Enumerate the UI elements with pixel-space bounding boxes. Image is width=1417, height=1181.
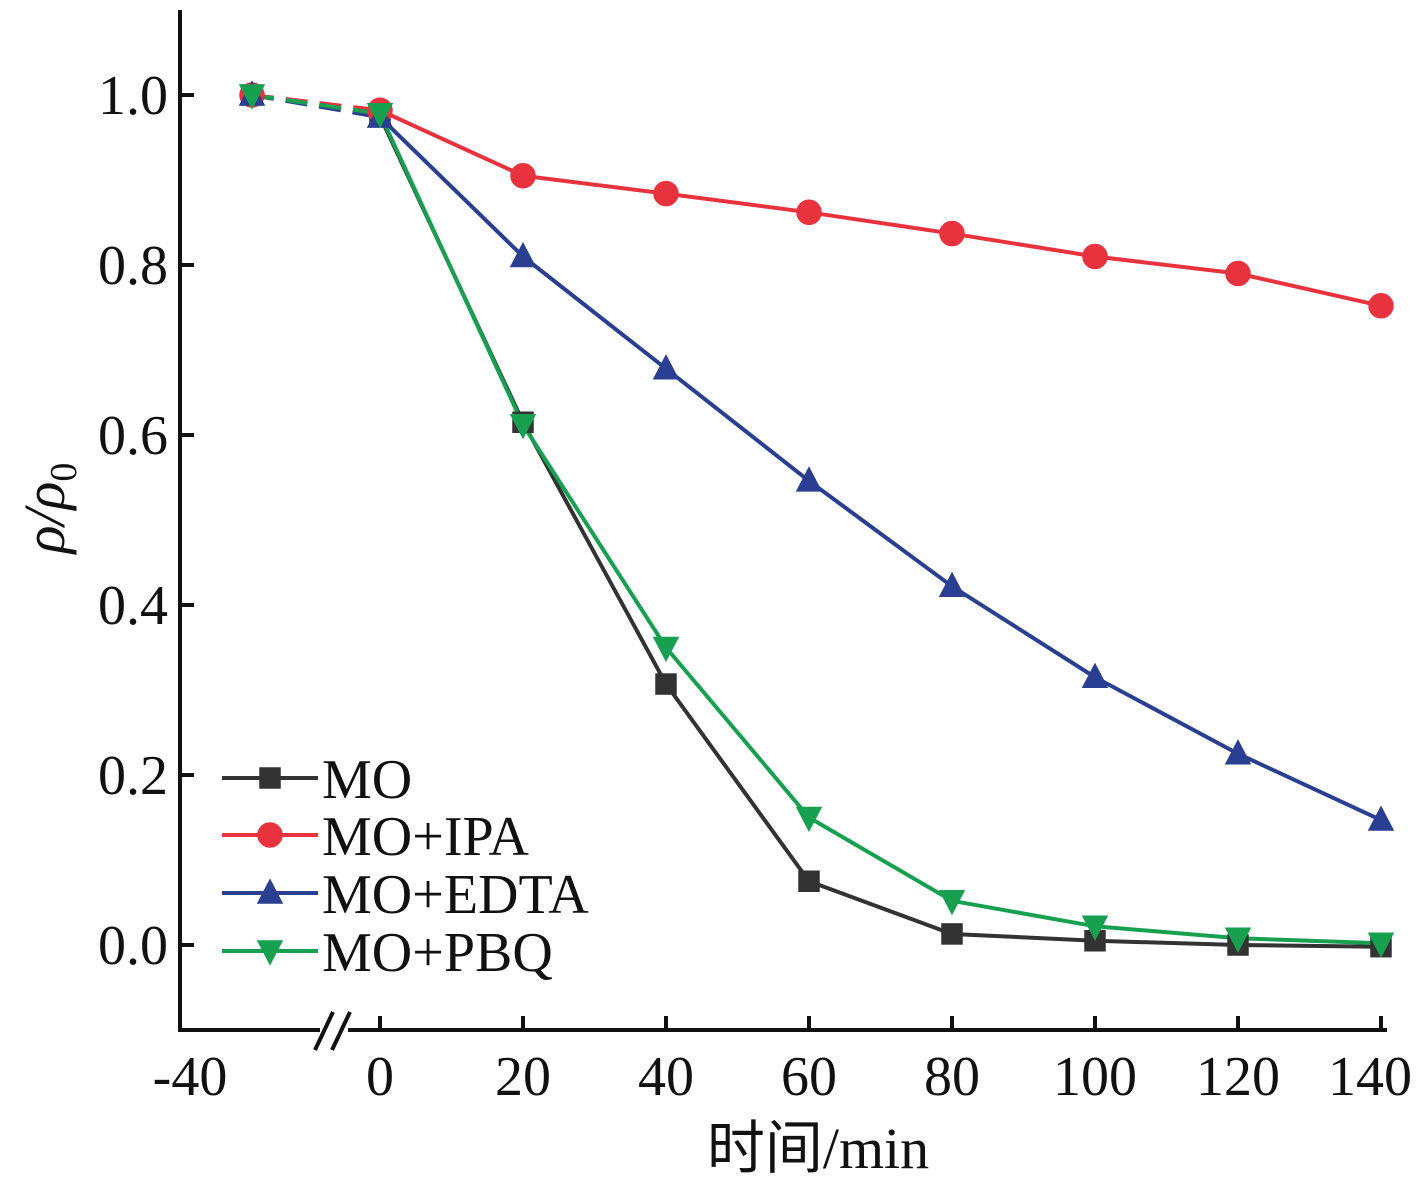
legend-label: MO+PBQ: [322, 922, 553, 984]
data-point-mo-edta: [938, 571, 966, 598]
data-point-mo-pbq: [1367, 932, 1395, 958]
y-tick-label: 0.2: [98, 745, 168, 807]
series-lines: [251, 93, 1382, 949]
data-point-mo-ipa: [1225, 260, 1251, 287]
x-tick-label: 0: [366, 1046, 394, 1108]
legend-marker: [257, 822, 283, 848]
data-point-mo-ipa: [796, 199, 822, 226]
x-tick-label: 40: [638, 1046, 694, 1108]
series-markers: [238, 80, 1395, 958]
x-tick-label: 140: [1328, 1046, 1412, 1108]
data-point-mo-edta: [795, 466, 823, 492]
y-ticks: 1.0 0.8 0.6 0.4 0.2 0.0: [98, 65, 194, 977]
x-ticks: -40 0 20 40 60 80 100 120 140: [153, 1016, 1412, 1108]
y-tick-label: 0.8: [98, 235, 168, 297]
x-tick-label: 80: [924, 1046, 980, 1108]
legend-marker: [259, 767, 281, 789]
y-axis-title: ρ/ρ0: [12, 463, 85, 556]
y-tick-label: 1.0: [98, 65, 168, 127]
legend-item-mo-pbq: MO+PBQ: [222, 922, 553, 984]
y-axis-title-main: ρ/ρ: [12, 482, 77, 556]
series-line-dashed-mo-pbq: [251, 93, 381, 116]
data-point-mo-edta: [652, 354, 680, 380]
data-point-mo: [941, 923, 963, 945]
data-point-mo-ipa: [510, 163, 536, 189]
legend-marker: [256, 940, 284, 966]
x-tick-label: 120: [1196, 1046, 1280, 1108]
data-point-mo-ipa: [1368, 293, 1394, 319]
legend-item-mo: MO: [222, 749, 412, 811]
legend-label: MO: [322, 749, 412, 811]
data-point-mo-pbq: [795, 806, 823, 833]
data-point-mo-pbq: [509, 414, 537, 440]
data-point-mo-edta: [1224, 739, 1252, 765]
y-axis-title-subscript: 0: [43, 463, 85, 482]
data-point-mo-pbq: [1081, 915, 1109, 941]
axis-break-mark: [313, 1011, 352, 1051]
y-tick-label: 0.6: [98, 405, 168, 467]
series-line-mo: [378, 115, 1382, 949]
data-point-mo-ipa: [939, 220, 965, 247]
legend-item-mo-edta: MO+EDTA: [222, 864, 589, 926]
x-tick-label: 60: [781, 1046, 837, 1108]
data-point-mo-edta: [1367, 805, 1395, 831]
series-line-mo-pbq: [378, 112, 1382, 946]
data-point-mo-ipa: [653, 180, 679, 207]
x-tick-label: 100: [1053, 1046, 1137, 1108]
y-tick-label: 0.4: [98, 575, 168, 637]
data-point-mo-ipa: [1082, 243, 1108, 270]
legend-label: MO+IPA: [322, 806, 529, 868]
legend-item-mo-ipa: MO+IPA: [222, 806, 529, 868]
data-point-mo-pbq: [938, 890, 966, 916]
data-point-mo: [798, 870, 820, 892]
data-point-mo-edta: [1081, 662, 1109, 688]
series-line-mo-edta: [378, 115, 1382, 822]
data-point-mo-pbq: [1224, 927, 1252, 953]
data-point-mo-pbq: [652, 636, 680, 663]
x-axis-title: 时间/min: [707, 1116, 929, 1181]
data-point-mo-edta: [509, 241, 537, 268]
series-line-mo-ipa: [379, 108, 1382, 308]
y-tick-label: 0.0: [98, 915, 168, 977]
data-point-mo-pbq: [366, 102, 394, 129]
data-point-mo: [655, 673, 677, 695]
legend-label: MO+EDTA: [322, 864, 589, 926]
data-point-mo-pbq: [238, 84, 266, 110]
x-tick-label: 20: [495, 1046, 551, 1108]
x-tick-label: -40: [153, 1046, 228, 1108]
legend-marker: [256, 878, 284, 904]
